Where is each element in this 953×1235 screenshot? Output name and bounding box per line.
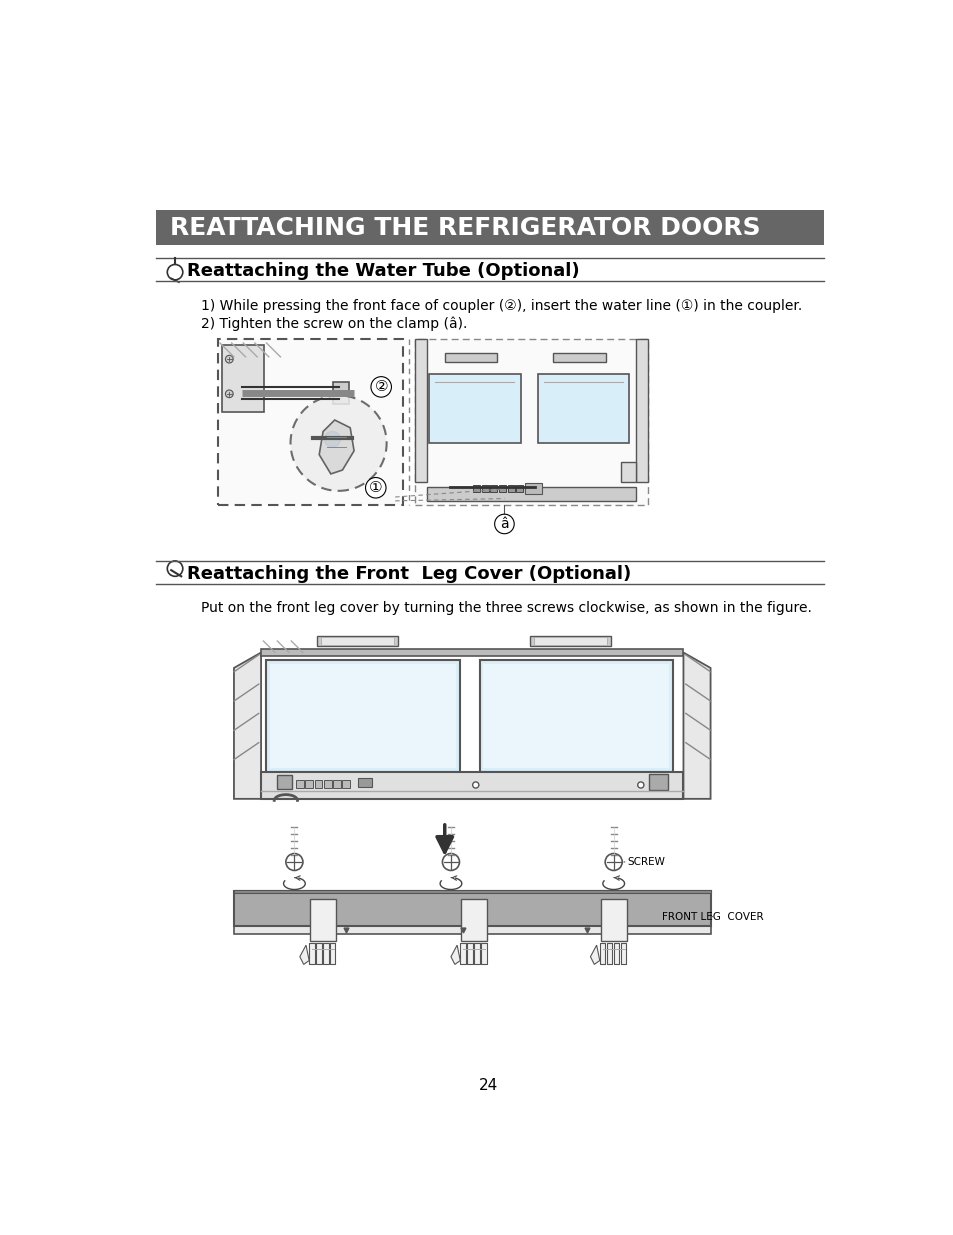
Bar xyxy=(266,661,459,772)
Bar xyxy=(270,664,456,768)
Bar xyxy=(309,942,314,965)
Bar xyxy=(530,636,611,646)
Bar xyxy=(323,942,328,965)
Bar xyxy=(507,484,514,493)
Bar xyxy=(599,942,604,965)
Bar xyxy=(474,942,479,965)
Bar xyxy=(233,892,710,926)
Bar xyxy=(323,781,332,788)
Bar xyxy=(516,484,522,493)
Bar xyxy=(310,899,335,941)
Bar xyxy=(483,664,669,768)
Bar xyxy=(415,340,647,505)
Bar xyxy=(636,340,647,482)
Bar xyxy=(537,374,629,443)
Circle shape xyxy=(296,782,303,788)
Bar xyxy=(620,942,625,965)
Text: 1) While pressing the front face of coupler (②), insert the water line (①) in th: 1) While pressing the front face of coup… xyxy=(200,299,801,314)
Text: Put on the front leg cover by turning the three screws clockwise, as shown in th: Put on the front leg cover by turning th… xyxy=(200,601,811,615)
Bar xyxy=(342,781,350,788)
Circle shape xyxy=(225,390,233,398)
Text: FRONT LEG  COVER: FRONT LEG COVER xyxy=(661,911,762,921)
Polygon shape xyxy=(299,945,309,965)
Bar xyxy=(613,942,618,965)
Bar xyxy=(330,942,335,965)
Bar xyxy=(276,776,292,789)
Bar xyxy=(480,942,486,965)
Text: â: â xyxy=(499,517,508,531)
Bar xyxy=(357,778,372,787)
Bar xyxy=(314,781,322,788)
Text: ②: ② xyxy=(374,379,388,394)
Bar xyxy=(473,484,480,493)
Bar xyxy=(155,210,822,246)
Bar xyxy=(305,781,313,788)
Bar xyxy=(221,345,264,412)
Bar xyxy=(606,942,612,965)
Circle shape xyxy=(604,853,621,871)
Bar xyxy=(599,899,626,941)
Text: Reattaching the Water Tube (Optional): Reattaching the Water Tube (Optional) xyxy=(187,262,579,280)
Bar xyxy=(233,926,710,934)
Bar xyxy=(333,781,340,788)
Bar xyxy=(261,648,682,656)
Bar xyxy=(479,661,673,772)
Bar xyxy=(218,340,402,505)
Bar xyxy=(490,484,497,493)
Bar xyxy=(444,353,497,362)
Circle shape xyxy=(472,782,478,788)
Circle shape xyxy=(286,853,303,871)
Text: REATTACHING THE REFRIGERATOR DOORS: REATTACHING THE REFRIGERATOR DOORS xyxy=(170,216,760,241)
Polygon shape xyxy=(590,945,599,965)
Circle shape xyxy=(637,782,643,788)
Bar xyxy=(233,889,710,893)
Bar xyxy=(498,484,505,493)
Bar xyxy=(415,340,427,482)
Bar xyxy=(467,942,472,965)
Text: SCREW: SCREW xyxy=(623,857,665,867)
Polygon shape xyxy=(233,652,261,799)
Bar xyxy=(315,942,321,965)
Text: ①: ① xyxy=(369,480,382,495)
Bar xyxy=(320,637,394,645)
Bar xyxy=(429,374,520,443)
Text: 24: 24 xyxy=(478,1078,498,1093)
Bar xyxy=(534,637,607,645)
Bar xyxy=(620,462,636,482)
Bar xyxy=(460,899,487,941)
Polygon shape xyxy=(682,652,710,799)
Circle shape xyxy=(225,356,233,363)
Bar xyxy=(524,483,541,494)
Bar xyxy=(481,484,488,493)
Circle shape xyxy=(324,431,340,447)
Text: 2) Tighten the screw on the clamp (â).: 2) Tighten the screw on the clamp (â). xyxy=(200,316,467,331)
Bar xyxy=(261,772,682,799)
Circle shape xyxy=(291,395,386,490)
Text: Reattaching the Front  Leg Cover (Optional): Reattaching the Front Leg Cover (Optiona… xyxy=(187,564,631,583)
Bar xyxy=(553,353,605,362)
Bar xyxy=(648,774,667,789)
Bar xyxy=(295,781,303,788)
Bar xyxy=(316,636,397,646)
Polygon shape xyxy=(319,420,354,474)
Circle shape xyxy=(442,853,459,871)
Bar xyxy=(333,383,348,404)
Bar xyxy=(427,487,636,501)
Polygon shape xyxy=(451,945,459,965)
Bar xyxy=(459,942,465,965)
